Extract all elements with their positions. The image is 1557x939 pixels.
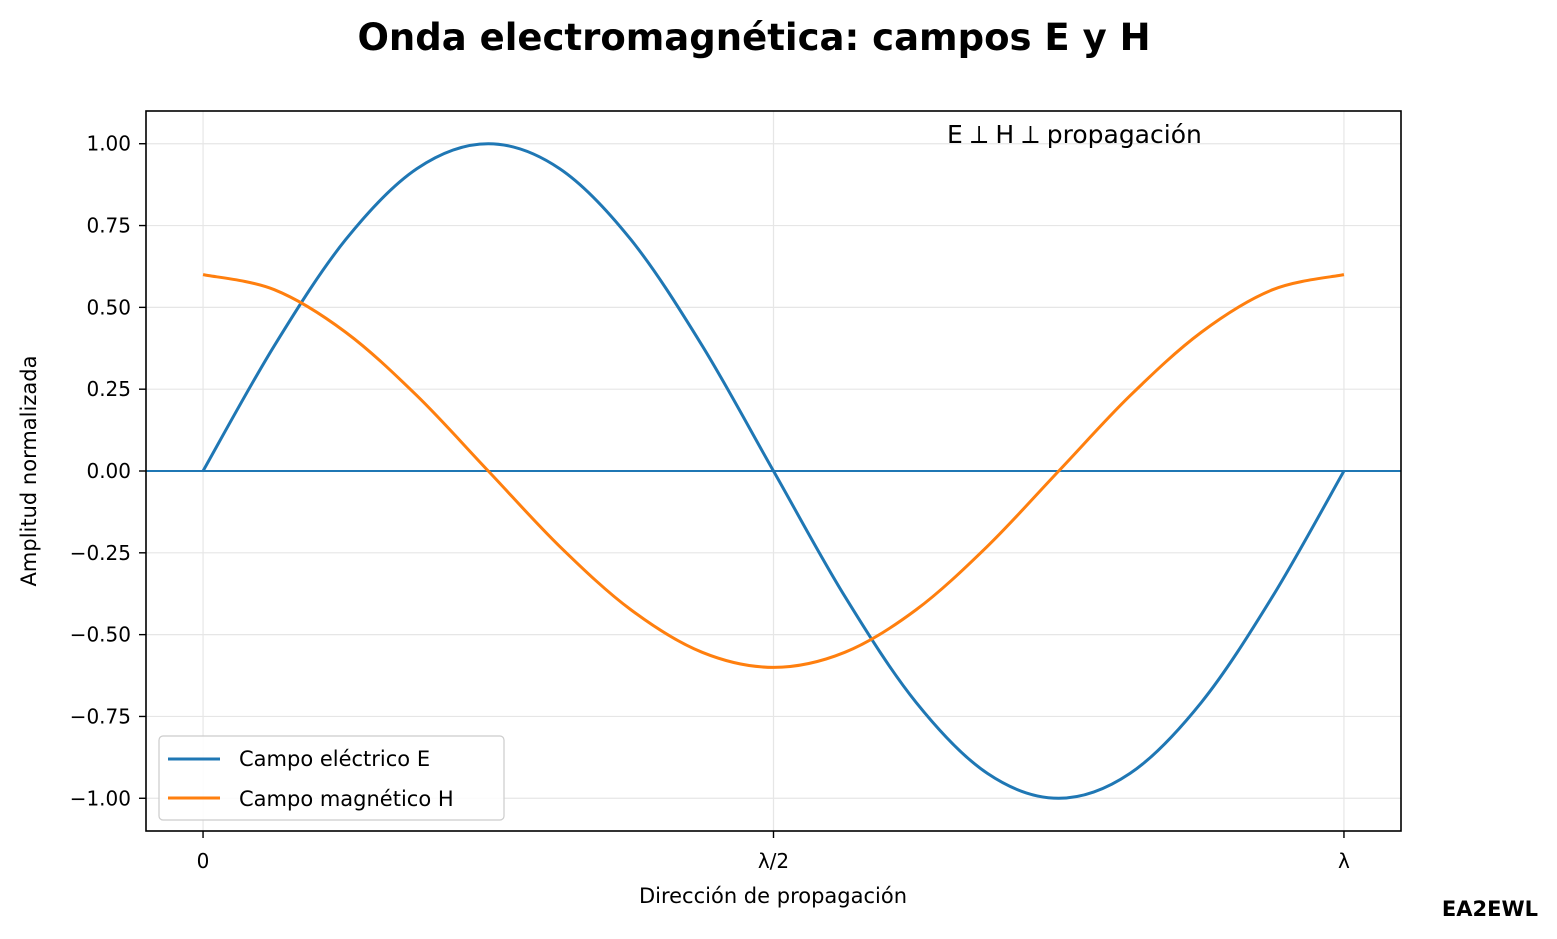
x-tick-label: λ/2 [758, 849, 789, 873]
x-axis-label: Dirección de propagación [639, 884, 907, 908]
legend: Campo eléctrico E Campo magnético H [158, 735, 505, 821]
watermark-text: EA2EWL [1442, 897, 1538, 921]
y-axis-label: Amplitud normalizada [17, 356, 41, 587]
y-tick-label: −0.25 [70, 541, 131, 565]
x-tick-label: 0 [197, 849, 210, 873]
series-line-e [201, 142, 1346, 800]
y-tick-label: 1.00 [86, 132, 131, 156]
annotation-text: E ⟂ H ⟂ propagación [947, 120, 1202, 149]
y-tick-label: −1.00 [70, 786, 131, 810]
y-tick-label: 0.25 [86, 377, 131, 401]
y-tick-label: −0.50 [70, 623, 131, 647]
y-tick-label: 0.00 [86, 459, 131, 483]
y-tick-label: −0.75 [70, 704, 131, 728]
legend-label-e: Campo eléctrico E [239, 747, 430, 771]
legend-box [158, 735, 505, 821]
legend-label-h: Campo magnético H [239, 787, 454, 811]
series-layer [201, 142, 1346, 800]
y-tick-label: 0.75 [86, 214, 131, 238]
y-axis-ticks: 1.00 0.75 0.50 0.25 0.00 −0.25 −0.50 −0.75 −1.00 [70, 132, 146, 810]
y-tick-label: 0.50 [86, 295, 131, 319]
x-tick-label: λ [1338, 849, 1350, 873]
x-axis-ticks: 0 λ/2 λ [197, 831, 1350, 873]
series-line-h [202, 273, 1345, 669]
chart-title: Onda electromagnética: campos E y H [357, 16, 1150, 59]
